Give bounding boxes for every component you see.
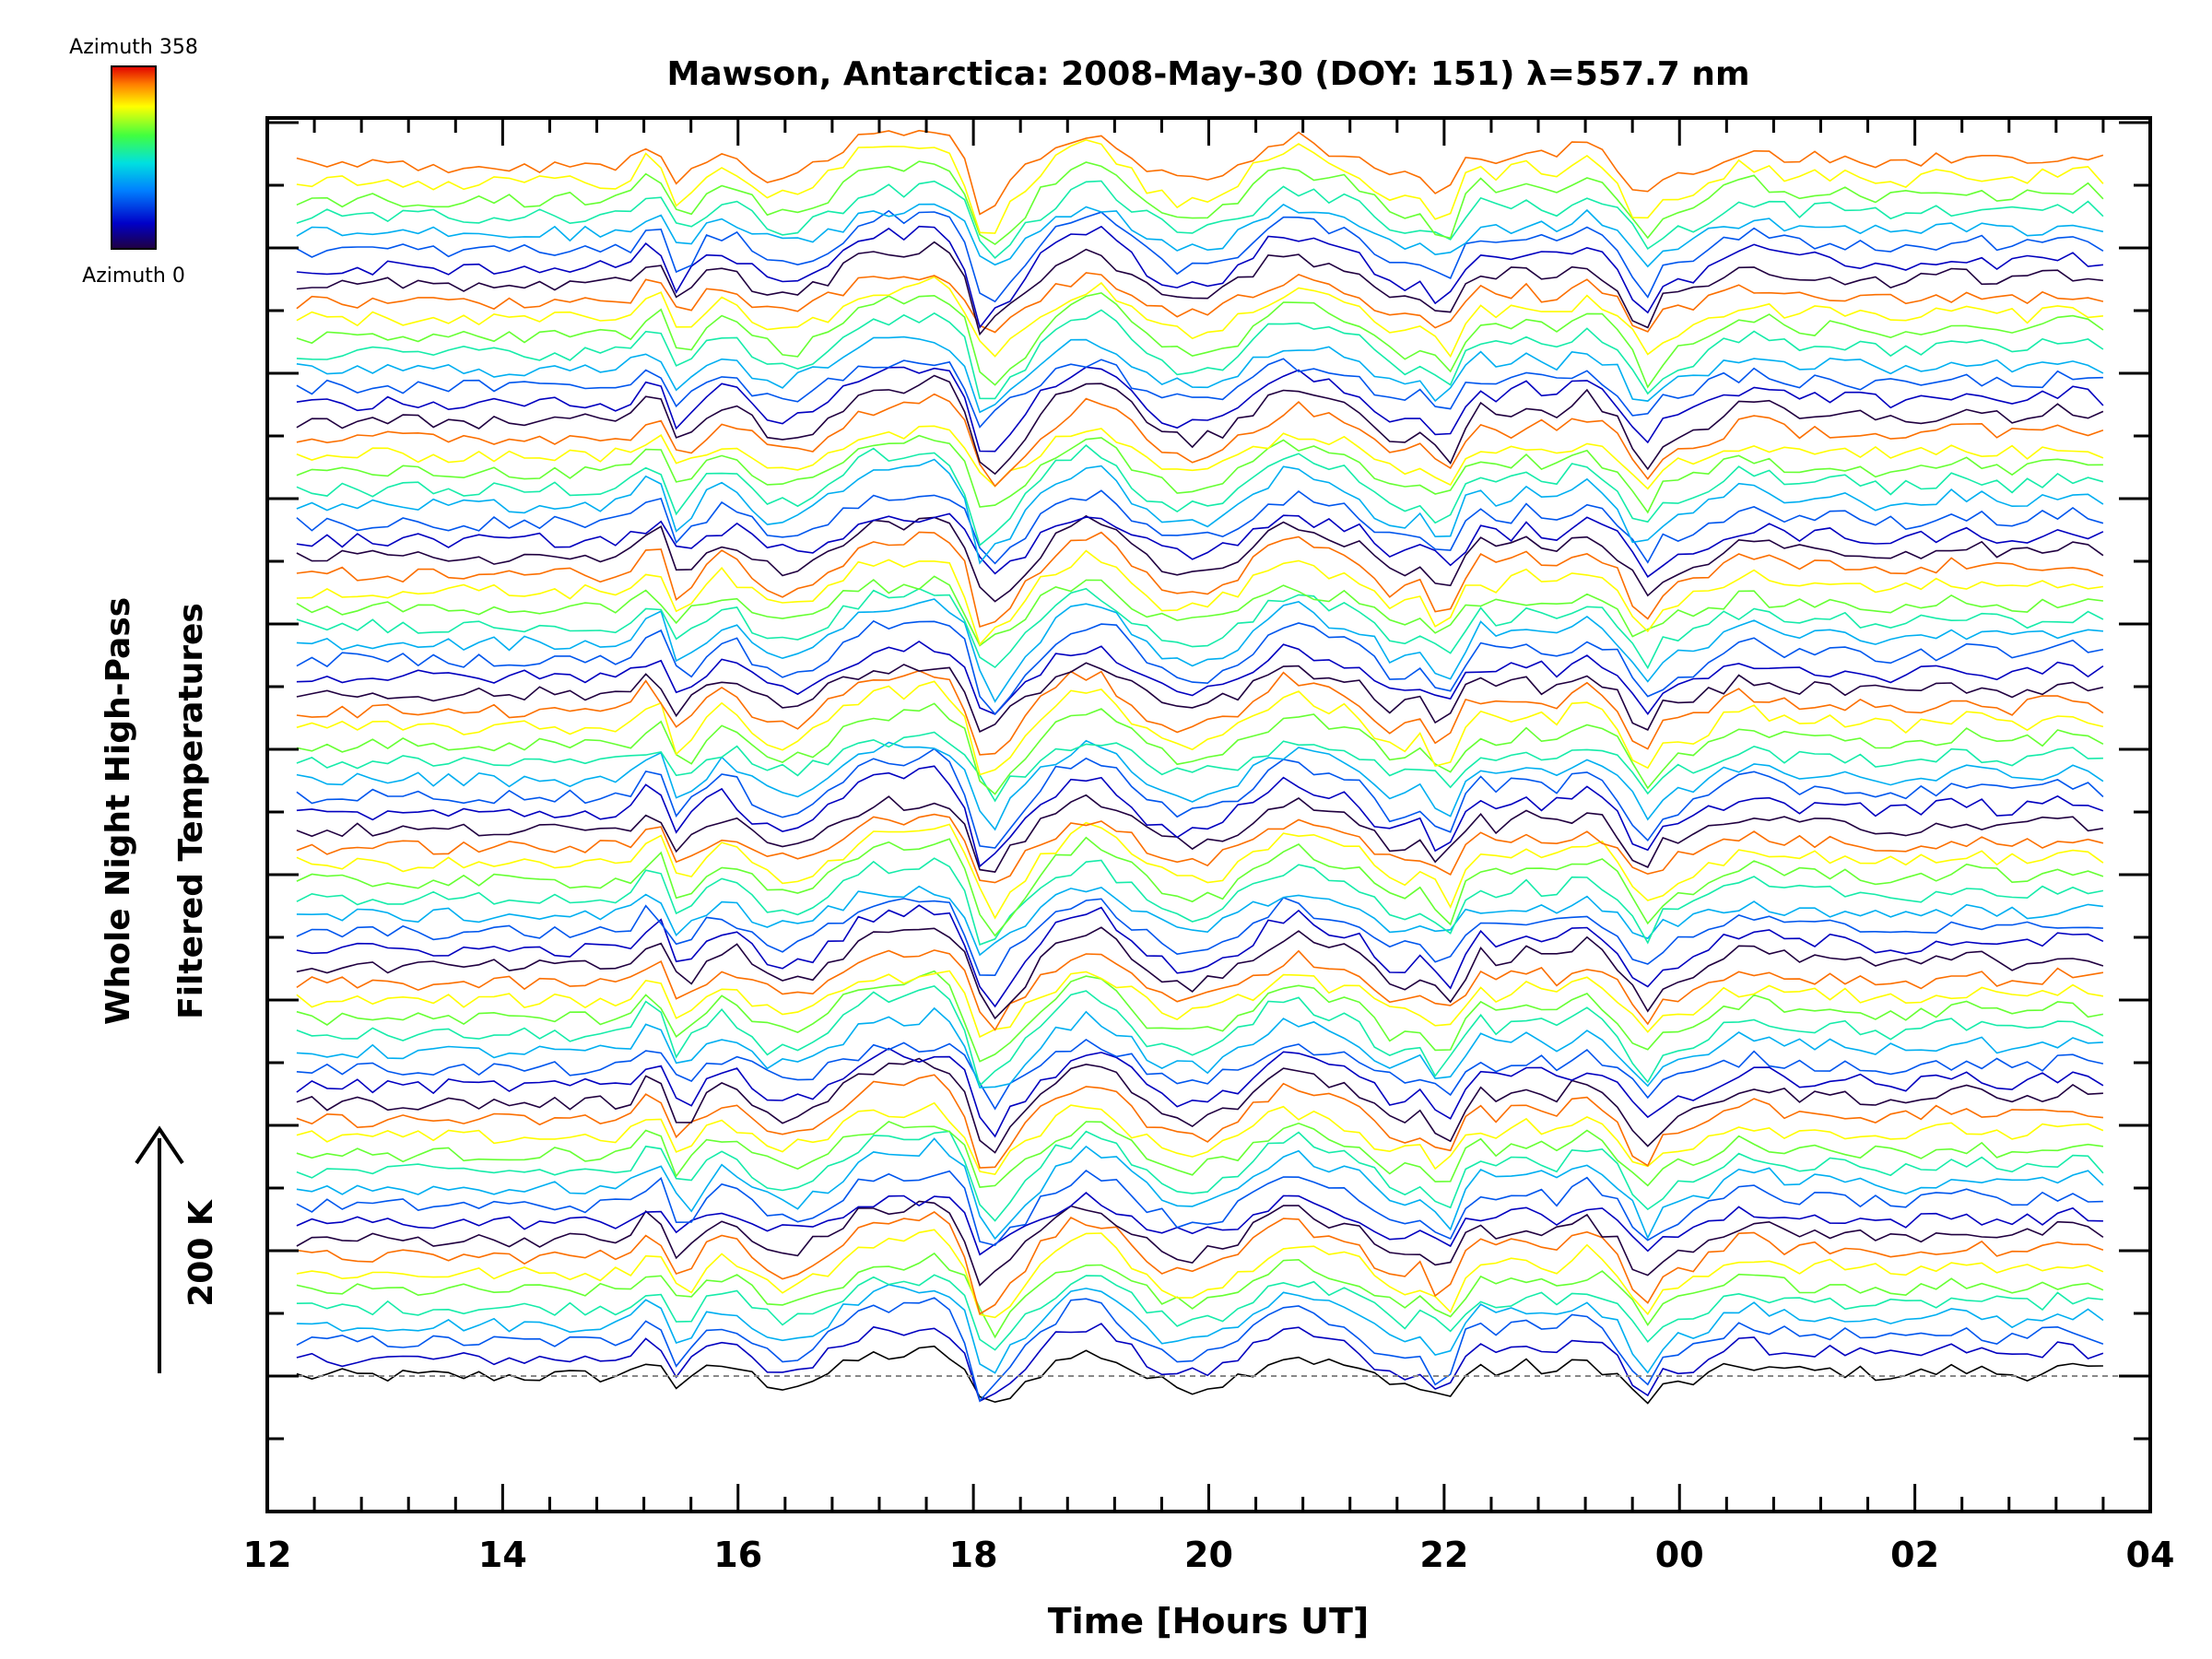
temperature-series-line (296, 425, 2104, 490)
temperature-series-line (296, 731, 2103, 803)
x-tick-labels: 12 14 16 18 20 22 00 02 04 (243, 1535, 2175, 1575)
temperature-series-line (296, 904, 2104, 1008)
temperature-series-line (296, 1274, 2103, 1351)
temperature-series-line (296, 374, 2104, 476)
temperature-series-line (296, 549, 2104, 646)
temperature-series-line (296, 836, 2104, 937)
temperature-series-line (296, 702, 2104, 795)
temperature-series-line (296, 821, 2104, 920)
x-tick-label: 00 (1655, 1535, 1704, 1575)
colorbar-bottom-label: Azimuth 0 (82, 265, 185, 288)
series-group (296, 129, 2104, 1405)
temperature-series-line (296, 1137, 2104, 1241)
temperature-series-line (296, 857, 2104, 946)
axis-ticks (265, 118, 2152, 1512)
scale-arrow (135, 1125, 184, 1373)
temperature-series-line (296, 970, 2104, 1063)
temperature-series-line (296, 619, 2104, 716)
temperature-series-line (296, 949, 2104, 1031)
temperature-series-line (296, 358, 2103, 429)
temperature-series-line (296, 926, 2104, 1020)
temperature-series-line (296, 531, 2104, 629)
temperature-series-line (296, 1120, 2104, 1188)
temperature-series-line (296, 575, 2103, 647)
temperature-series-line (296, 1130, 2104, 1222)
temperature-series-line (296, 1169, 2103, 1246)
temperature-series-line (296, 794, 2104, 873)
temperature-series-line (296, 640, 2104, 715)
temperature-series-line (296, 1323, 2104, 1403)
colorbar: Azimuth 358 Azimuth 0 (69, 36, 198, 288)
x-tick-label: 22 (1419, 1535, 1468, 1575)
temperature-series-line (296, 1047, 2104, 1138)
temperature-series-line (296, 180, 2104, 260)
temperature-series-line (296, 129, 2104, 216)
temperature-series-line (296, 335, 2104, 414)
temperature-series-line (296, 241, 2103, 336)
x-tick-label: 16 (713, 1535, 762, 1575)
temperature-series-line (296, 434, 2103, 514)
temperature-series-line (296, 587, 2104, 670)
temperature-series-line (296, 272, 2104, 334)
temperature-series-line (296, 739, 2104, 831)
temperature-series-line (296, 1074, 2103, 1169)
temperature-series-line (296, 1211, 2104, 1315)
temperature-series-line (296, 1229, 2104, 1319)
temperature-series-line (296, 514, 2104, 603)
temperature-series-line (296, 309, 2104, 400)
x-tick-label: 02 (1890, 1535, 1939, 1575)
temperature-series-line (296, 489, 2104, 565)
temperature-series-line (296, 985, 2104, 1088)
temperature-series-line (296, 366, 2104, 453)
x-tick-label: 04 (2126, 1535, 2175, 1575)
temperature-series-line (296, 1101, 2104, 1175)
x-tick-label: 18 (949, 1535, 998, 1575)
temperature-series-line (296, 680, 2104, 776)
temperature-series-line (296, 393, 2104, 488)
temperature-series-line (296, 598, 2103, 703)
temperature-series-line (296, 662, 2104, 733)
temperature-series-line (296, 896, 2103, 977)
x-tick-label: 14 (478, 1535, 527, 1575)
y-axis-label-line2: Filtered Temperatures (172, 603, 210, 1019)
x-axis-label: Time [Hours UT] (1048, 1601, 1370, 1641)
temperature-series-line (296, 209, 2104, 303)
scale-label: 200 K (182, 1199, 220, 1307)
temperature-series-line (296, 292, 2104, 389)
temperature-series-line (296, 138, 2104, 234)
chart-title: Mawson, Antarctica: 2008-May-30 (DOY: 15… (667, 55, 1750, 93)
plot-frame (265, 116, 2152, 1513)
temperature-series-line (296, 813, 2104, 884)
temperature-series-line (296, 765, 2104, 868)
temperature-series-line (296, 1192, 2103, 1256)
temperature-series-line (296, 203, 2104, 268)
temperature-series-line (296, 885, 2103, 957)
temperature-series-line (296, 225, 2103, 329)
temperature-series-line (296, 747, 2104, 849)
temperature-series-line (296, 669, 2104, 756)
temperature-series-line (296, 1200, 2104, 1287)
temperature-series-line (296, 458, 2104, 565)
temperature-series-line (296, 160, 2104, 245)
x-tick-label: 12 (243, 1535, 292, 1575)
temperature-series-line (296, 1006, 2103, 1088)
colorbar-gradient (111, 65, 157, 250)
temperature-series-line (296, 970, 2104, 1039)
colorbar-top-label: Azimuth 358 (69, 36, 198, 59)
temperature-series-line (296, 1297, 2104, 1403)
temperature-series-line (296, 444, 2104, 547)
y-axis-label-line1: Whole Night High-Pass (100, 597, 137, 1025)
temperature-series-line (296, 1057, 2103, 1154)
temperature-series-line (296, 1039, 2104, 1111)
temperature-series-line (296, 1252, 2104, 1339)
temperature-series-line (296, 276, 2103, 359)
x-tick-label: 20 (1184, 1535, 1233, 1575)
temperature-series-line (296, 1345, 2103, 1405)
temperature-series-line (296, 512, 2104, 578)
temperature-series-line (296, 1284, 2104, 1374)
